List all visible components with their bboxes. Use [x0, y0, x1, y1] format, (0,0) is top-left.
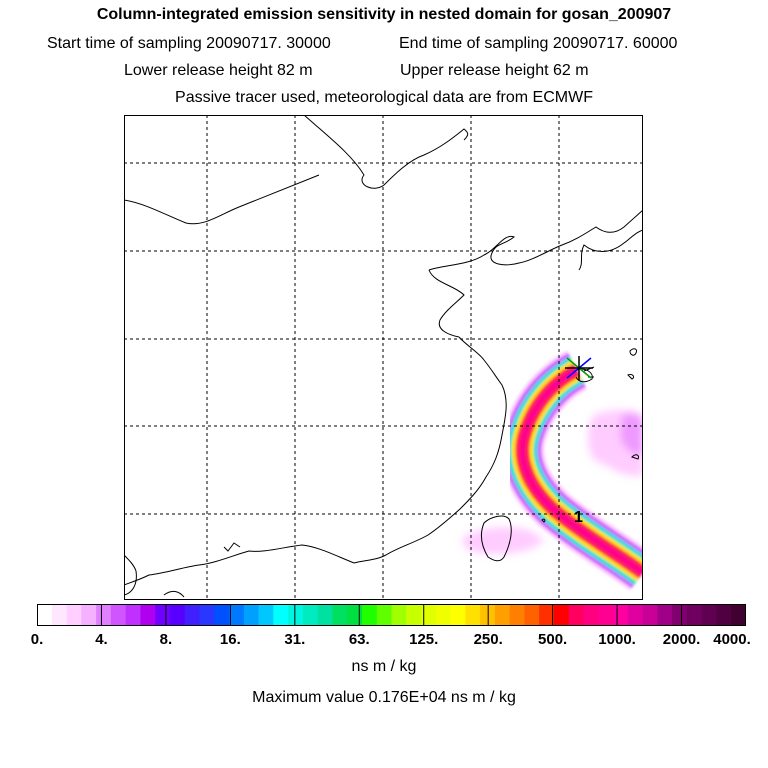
colorbar-cell [214, 604, 230, 626]
colorbar-units: ns m / kg [351, 658, 417, 675]
colorbar-cell [81, 604, 97, 626]
colorbar-cell [657, 604, 673, 626]
colorbar-cell [568, 604, 585, 626]
colorbar-cell [450, 604, 466, 626]
graticule [124, 115, 643, 600]
colorbar-cell [406, 604, 422, 626]
colorbar-tick-label: 500. [538, 631, 568, 648]
colorbar-cell [613, 604, 629, 626]
colorbar-cell [184, 604, 201, 626]
colorbar [37, 604, 746, 626]
maximum-value-text: Maximum value 0.176E+04 ns m / kg [252, 689, 516, 706]
colorbar-cell [110, 604, 127, 626]
colorbar-cell [494, 604, 511, 626]
trajectory-point-label: 1 [574, 509, 583, 526]
colorbar-cell [347, 604, 363, 626]
colorbar-cell [51, 604, 68, 626]
colorbar-cell [140, 604, 156, 626]
colorbar-cell [361, 604, 378, 626]
colorbar-cell [539, 604, 555, 626]
colorbar-cell [421, 604, 437, 626]
colorbar-cell [302, 604, 319, 626]
plot-title: Column-integrated emission sensitivity i… [96, 6, 672, 23]
colorbar-tick-label: 250. [473, 631, 503, 648]
colorbar-tick-label: 4. [95, 631, 108, 648]
colorbar-cell [288, 604, 304, 626]
colorbar-cell [642, 604, 658, 626]
colorbar-cell [553, 604, 570, 626]
colorbar-cell [672, 604, 688, 626]
colorbar-cell [716, 604, 732, 626]
colorbar-cell [317, 604, 334, 626]
plume-bands [500, 350, 643, 591]
colorbar-cell [465, 604, 481, 626]
colorbar-cell [155, 604, 171, 626]
colorbar-cell [229, 604, 245, 626]
colorbar-cell [243, 604, 260, 626]
colorbar-dividers [100, 604, 683, 626]
colorbar-cell [376, 604, 393, 626]
colorbar-tick-label: 0. [30, 631, 44, 648]
colorbar-cell [686, 604, 703, 626]
colorbar-cell [273, 604, 289, 626]
colorbar-cell [524, 604, 540, 626]
colorbar-tick-label: 8. [159, 631, 173, 648]
colorbar-cells [37, 604, 746, 626]
colorbar-cell [435, 604, 452, 626]
colorbar-cell [731, 604, 746, 626]
end-time-label: End time of sampling 20090717. 60000 [399, 35, 678, 52]
colorbar-cell [199, 604, 215, 626]
lower-release-label: Lower release height 82 m [124, 62, 313, 79]
colorbar-cell [332, 604, 348, 626]
colorbar-cell [96, 604, 112, 626]
colorbar-cell [169, 604, 186, 626]
colorbar-tick-label: 16. [219, 631, 241, 648]
colorbar-cell [391, 604, 407, 626]
colorbar-tick-label: 1000. [598, 631, 636, 648]
colorbar-tick-label: 63. [348, 631, 370, 648]
map-panel: 1 [124, 115, 643, 600]
map-frame [124, 115, 643, 600]
start-time-label: Start time of sampling 20090717. 30000 [47, 35, 331, 52]
colorbar-cell [66, 604, 82, 626]
colorbar-cell [125, 604, 141, 626]
colorbar-cell [258, 604, 274, 626]
release-site-marker [565, 356, 593, 380]
colorbar-cell [627, 604, 644, 626]
colorbar-cell [701, 604, 718, 626]
colorbar-tick-label: 31. [284, 631, 306, 648]
tracer-info: Passive tracer used, meteorological data… [175, 89, 593, 106]
colorbar-cell [598, 604, 614, 626]
coastlines [124, 115, 643, 598]
colorbar-cell [37, 604, 53, 626]
colorbar-cell [509, 604, 526, 626]
colorbar-tick-label: 4000. [713, 631, 751, 648]
colorbar-frame [37, 604, 746, 626]
upper-release-label: Upper release height 62 m [400, 62, 589, 79]
colorbar-tick-label: 2000. [662, 631, 701, 648]
colorbar-tick-label: 125. [409, 631, 439, 648]
colorbar-cell [583, 604, 599, 626]
